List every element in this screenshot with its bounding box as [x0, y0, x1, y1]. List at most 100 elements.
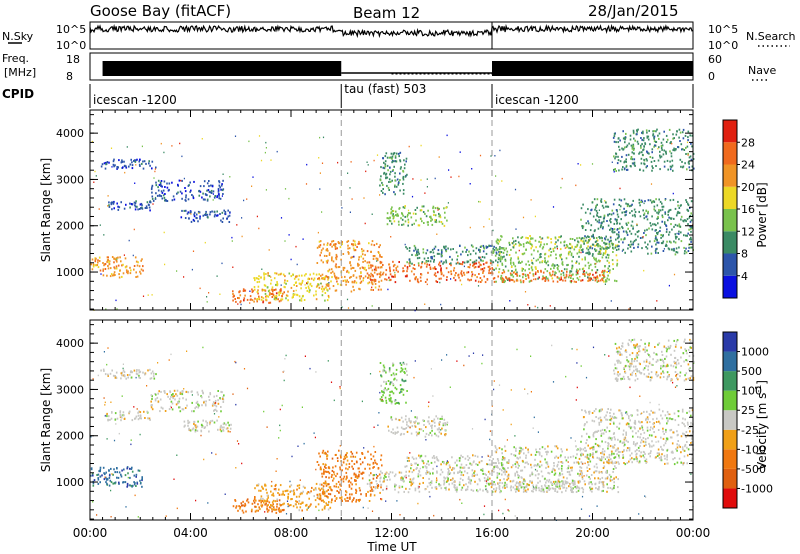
velocity-ylabel: Slant Range [km]	[39, 368, 53, 472]
velocity-colorbar-swatch	[723, 351, 737, 372]
power-echo-region	[405, 244, 507, 265]
freq-block	[492, 61, 693, 76]
power-echo-region	[580, 198, 694, 256]
power-colorbar-tick-label: 4	[741, 270, 748, 283]
cpid-segment-label: icescan -1200	[495, 93, 579, 107]
velocity-colorbar-swatch	[723, 371, 737, 391]
x-tick-label: 04:00	[173, 526, 208, 540]
velocity-colorbar-tick-label: 25	[741, 404, 755, 417]
power-echo-region	[386, 205, 448, 227]
x-axis-label: Time UT	[366, 540, 417, 554]
power-echo-region	[492, 269, 606, 284]
power-colorbar-swatch	[723, 120, 737, 143]
velocity-y-tick-label: 1000	[56, 476, 84, 489]
power-colorbar-swatch	[723, 253, 737, 276]
velocity-colorbar: -1000 -500 -100 -25 25 100 500 1000	[722, 331, 773, 509]
freq-trace	[102, 61, 693, 76]
power-echo-region	[100, 158, 157, 170]
nsky-tick-high: 10^5	[56, 23, 86, 36]
cpid-strip: CPID icescan -1200 tau (fast) 503 icescan …	[2, 82, 694, 108]
power-colorbar-tick-label: 24	[741, 159, 755, 172]
velocity-echo-region	[387, 415, 449, 438]
velocity-echo-region	[492, 445, 620, 494]
power-echo-region	[367, 260, 494, 284]
beam-title: Beam 12	[353, 4, 420, 22]
x-tick-label: 00:00	[676, 526, 711, 540]
power-echo-region	[150, 179, 225, 202]
velocity-echo-region	[100, 368, 157, 380]
velocity-colorbar-tick-label: 1000	[741, 346, 769, 359]
freq-label: Freq.	[2, 52, 29, 65]
x-tick-label: 16:00	[475, 526, 510, 540]
velocity-colorbar-swatch	[723, 332, 737, 352]
power-noise	[91, 134, 694, 312]
velocity-panel: 1000 2000 3000 4000 Slant Range [km]	[39, 319, 695, 522]
freq-tick-low: 8	[66, 70, 73, 83]
power-colorbar-swatch	[723, 275, 737, 298]
velocity-colorbar-swatch	[723, 410, 737, 430]
nsky-tick-low: 10^0	[56, 39, 86, 52]
power-y-tick-label: 2000	[56, 220, 84, 233]
power-y-tick-label: 3000	[56, 173, 84, 186]
freq-block	[102, 61, 342, 76]
power-colorbar-swatch	[723, 231, 737, 254]
power-colorbar-tick-label: 8	[741, 248, 748, 261]
power-echo-region	[180, 209, 231, 223]
freq-tick-high: 18	[66, 53, 80, 66]
x-tick-label: 08:00	[274, 526, 309, 540]
velocity-echo-region	[404, 454, 506, 475]
cpid-segment-label: tau (fast) 503	[344, 82, 426, 96]
velocity-echo-region	[379, 361, 408, 405]
cpid-segment-label: icescan -1200	[93, 93, 177, 107]
nsky-right-tick-high: 10^5	[708, 23, 738, 36]
velocity-noise	[90, 344, 694, 522]
x-tick-label: 00:00	[73, 526, 108, 540]
velocity-echo-region	[366, 470, 494, 494]
velocity-colorbar-swatch	[723, 390, 737, 411]
station-title: Goose Bay (fitACF)	[90, 2, 231, 20]
power-echo-region	[316, 239, 383, 293]
power-ylabel: Slant Range [km]	[39, 158, 53, 262]
power-colorbar-swatch	[723, 164, 737, 187]
freq-panel: Freq. [MHz] 18 8 60 0 Nave	[2, 52, 776, 83]
velocity-echo-region	[232, 498, 285, 514]
nsky-label: N.Sky	[2, 30, 34, 43]
power-colorbar-swatch	[723, 209, 737, 232]
power-colorbar-swatch	[723, 142, 737, 165]
velocity-echo-region	[90, 466, 143, 488]
velocity-echo-region	[150, 389, 225, 413]
velocity-colorbar-swatch	[723, 468, 737, 489]
nave-tick-low: 0	[708, 70, 715, 83]
velocity-colorbar-label: Velocity [m s-1]	[754, 380, 769, 470]
power-panel: 1000 2000 3000 4000 Slant Range [km]	[39, 109, 695, 312]
power-colorbar-swatch	[723, 186, 737, 209]
velocity-echo-region	[183, 419, 232, 433]
power-echo-region	[108, 200, 152, 212]
power-y-tick-label: 4000	[56, 127, 84, 140]
power-echo-region	[379, 151, 408, 196]
power-colorbar-tick-label: 16	[741, 203, 755, 216]
power-echo-region	[253, 272, 333, 302]
x-tick-label: 12:00	[374, 526, 409, 540]
power-y-tick-label: 1000	[56, 266, 84, 279]
power-echo-region	[90, 256, 144, 279]
velocity-colorbar-tick-label: -100	[741, 443, 766, 456]
nave-tick-high: 60	[708, 53, 722, 66]
velocity-y-tick-label: 2000	[56, 430, 84, 443]
velocity-colorbar-tick-label: -1000	[741, 482, 773, 495]
power-colorbar-tick-label: 12	[741, 225, 755, 238]
velocity-colorbar-tick-label: -25	[741, 424, 759, 437]
power-colorbar-label: Power [dB]	[755, 182, 769, 247]
velocity-echo-region	[613, 338, 695, 382]
nave-label: Nave	[748, 64, 776, 77]
velocity-colorbar-swatch	[723, 488, 737, 508]
x-tick-label: 20:00	[575, 526, 610, 540]
freq-unit-label: [MHz]	[4, 66, 36, 79]
cpid-label: CPID	[2, 87, 34, 101]
velocity-echo-region	[492, 479, 604, 494]
power-echo-region	[232, 288, 285, 304]
velocity-colorbar-tick-label: 500	[741, 365, 762, 378]
nsky-panel: N.Sky 10^5 10^0 10^5 10^0 N.Search	[2, 21, 796, 52]
date-title: 28/Jan/2015	[588, 2, 679, 20]
velocity-colorbar-tick-label: 100	[741, 385, 762, 398]
